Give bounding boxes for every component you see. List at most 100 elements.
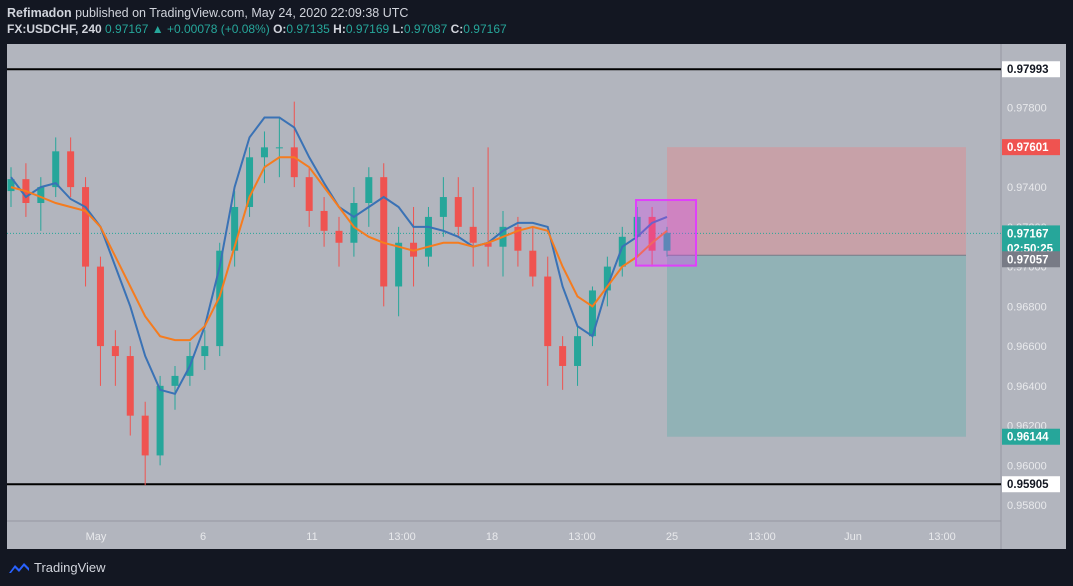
price-chart[interactable]: 0.978000.976000.974000.972000.970000.968… <box>7 44 1066 549</box>
candle[interactable] <box>305 167 313 227</box>
candle-body <box>7 179 15 192</box>
time-tick-label: 25 <box>666 531 678 543</box>
candle-body <box>469 226 477 243</box>
published-text: published on TradingView.com, May 24, 20… <box>75 6 409 20</box>
price-tick-label: 0.96000 <box>1007 460 1047 472</box>
time-tick-label: May <box>86 531 107 543</box>
candle[interactable] <box>320 197 328 247</box>
candle-body <box>395 242 403 287</box>
candle[interactable] <box>424 206 432 267</box>
candle[interactable] <box>648 206 656 267</box>
target-price-label-bg <box>1002 428 1060 445</box>
candle-body <box>663 232 671 251</box>
publish-info: Refimadon published on TradingView.com, … <box>7 6 408 20</box>
low-value: 0.97087 <box>403 22 448 36</box>
take-profit-zone[interactable] <box>667 255 966 437</box>
candle[interactable] <box>67 137 75 198</box>
candle-body <box>514 226 522 251</box>
candle[interactable] <box>275 117 283 178</box>
candle-body <box>574 336 582 366</box>
time-tick-label: 13:00 <box>568 531 596 543</box>
candle-body <box>588 290 596 337</box>
horizontal-line-price-label: 0.95905 <box>1007 479 1049 491</box>
candle[interactable] <box>633 206 641 257</box>
candle-body <box>439 197 447 217</box>
candle[interactable] <box>529 226 537 287</box>
symbol-label[interactable]: FX:USDCHF, 240 <box>7 22 102 36</box>
candle[interactable] <box>544 256 552 386</box>
time-tick-label: 13:00 <box>928 531 956 543</box>
candle[interactable] <box>96 256 104 386</box>
candle[interactable] <box>111 330 119 386</box>
candle[interactable] <box>141 401 149 486</box>
price-axis-background[interactable] <box>1001 44 1066 549</box>
candle-body <box>201 346 209 357</box>
candle-body <box>290 147 298 178</box>
candle-body <box>275 147 283 149</box>
candle-body <box>67 151 75 188</box>
price-tick-label: 0.96400 <box>1007 381 1047 393</box>
stop-loss-zone[interactable] <box>667 147 966 256</box>
candle[interactable] <box>201 330 209 370</box>
candle[interactable] <box>365 167 373 227</box>
candle-body <box>141 415 149 456</box>
candle[interactable] <box>260 131 268 184</box>
candle[interactable] <box>171 365 179 410</box>
candle-body <box>633 216 641 237</box>
candle[interactable] <box>290 101 298 188</box>
candle[interactable] <box>126 346 134 436</box>
candle-body <box>559 346 567 366</box>
candle[interactable] <box>335 216 343 267</box>
candle[interactable] <box>52 137 60 198</box>
candle-body <box>231 206 239 251</box>
candle-body <box>350 203 358 243</box>
candle[interactable] <box>246 147 254 217</box>
tradingview-logo-icon[interactable] <box>8 560 30 576</box>
candle[interactable] <box>350 187 358 257</box>
open-value: 0.97135 <box>286 22 330 36</box>
high-value: 0.97169 <box>345 22 390 36</box>
close-label: C: <box>450 22 464 36</box>
candle[interactable] <box>231 191 239 267</box>
open-label: O: <box>273 22 287 36</box>
candle-body <box>648 216 656 251</box>
time-tick-label: 18 <box>486 531 498 543</box>
author-name[interactable]: Refimadon <box>7 6 72 20</box>
price-tick-label: 0.96800 <box>1007 301 1047 313</box>
candle[interactable] <box>574 326 582 386</box>
high-label: H: <box>333 22 346 36</box>
candle[interactable] <box>82 177 90 287</box>
tradingview-brand[interactable]: TradingView <box>34 560 106 575</box>
chart-area[interactable]: 0.978000.976000.974000.972000.970000.968… <box>7 44 1066 549</box>
entry-price-label-bg <box>1002 251 1060 268</box>
symbol-ohlc-line: FX:USDCHF, 240 0.97167 ▲ +0.00078 (+0.08… <box>7 22 507 36</box>
entry-price-label: 0.97057 <box>1007 254 1049 266</box>
price-tick-label: 0.96600 <box>1007 341 1047 353</box>
candle-body <box>246 157 254 207</box>
candle[interactable] <box>439 177 447 237</box>
candle-body <box>544 276 552 347</box>
candle[interactable] <box>395 226 403 317</box>
highlight-box[interactable] <box>635 199 697 267</box>
candle[interactable] <box>469 187 477 267</box>
candle[interactable] <box>380 163 388 307</box>
horizontal-line-price-label-bg <box>1002 61 1060 78</box>
candle[interactable] <box>514 216 522 267</box>
time-tick-label: 6 <box>200 531 206 543</box>
candle[interactable] <box>484 147 492 267</box>
horizontal-line-price-label-bg <box>1002 476 1060 493</box>
time-tick-label: 13:00 <box>388 531 416 543</box>
candle-body <box>380 177 388 287</box>
slow-moving-average-line[interactable] <box>10 156 668 342</box>
candle-body <box>82 187 90 267</box>
time-tick-label: 13:00 <box>748 531 776 543</box>
candle[interactable] <box>603 256 611 307</box>
price-tick-label: 0.97800 <box>1007 103 1047 115</box>
candle[interactable] <box>559 336 567 390</box>
time-axis-background[interactable] <box>7 521 1001 549</box>
candle-body <box>37 187 45 203</box>
candle-body <box>305 177 313 211</box>
candle[interactable] <box>454 177 462 237</box>
chart-header: Refimadon published on TradingView.com, … <box>0 0 1073 44</box>
candle-body <box>335 230 343 243</box>
